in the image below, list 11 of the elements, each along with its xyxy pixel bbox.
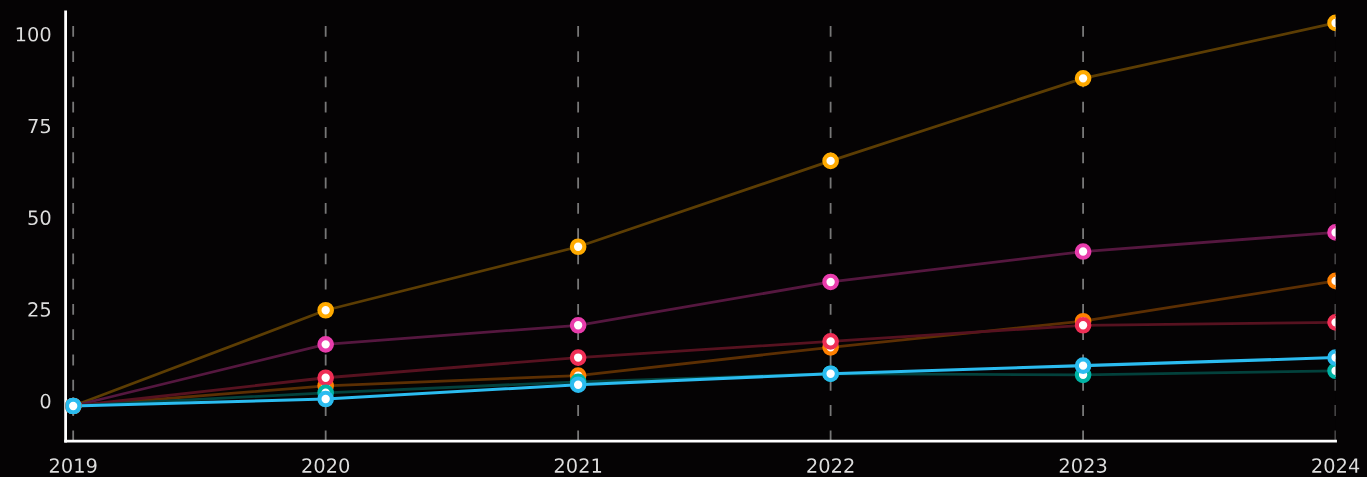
x-tick-label: 2020 bbox=[302, 458, 350, 473]
x-tick-label: 2024 bbox=[1312, 458, 1360, 473]
y-tick-label: 0 bbox=[40, 393, 51, 409]
y-tick-label: 75 bbox=[28, 118, 51, 134]
x-tick-label: 2019 bbox=[49, 458, 97, 473]
x-tick-label: 2021 bbox=[554, 458, 602, 473]
x-tick-label: 2023 bbox=[1059, 458, 1107, 473]
x-tick-label: 2022 bbox=[807, 458, 854, 473]
y-tick-label: 100 bbox=[16, 26, 51, 42]
y-tick-label: 50 bbox=[28, 210, 51, 226]
y-tick-label: 25 bbox=[28, 302, 51, 317]
